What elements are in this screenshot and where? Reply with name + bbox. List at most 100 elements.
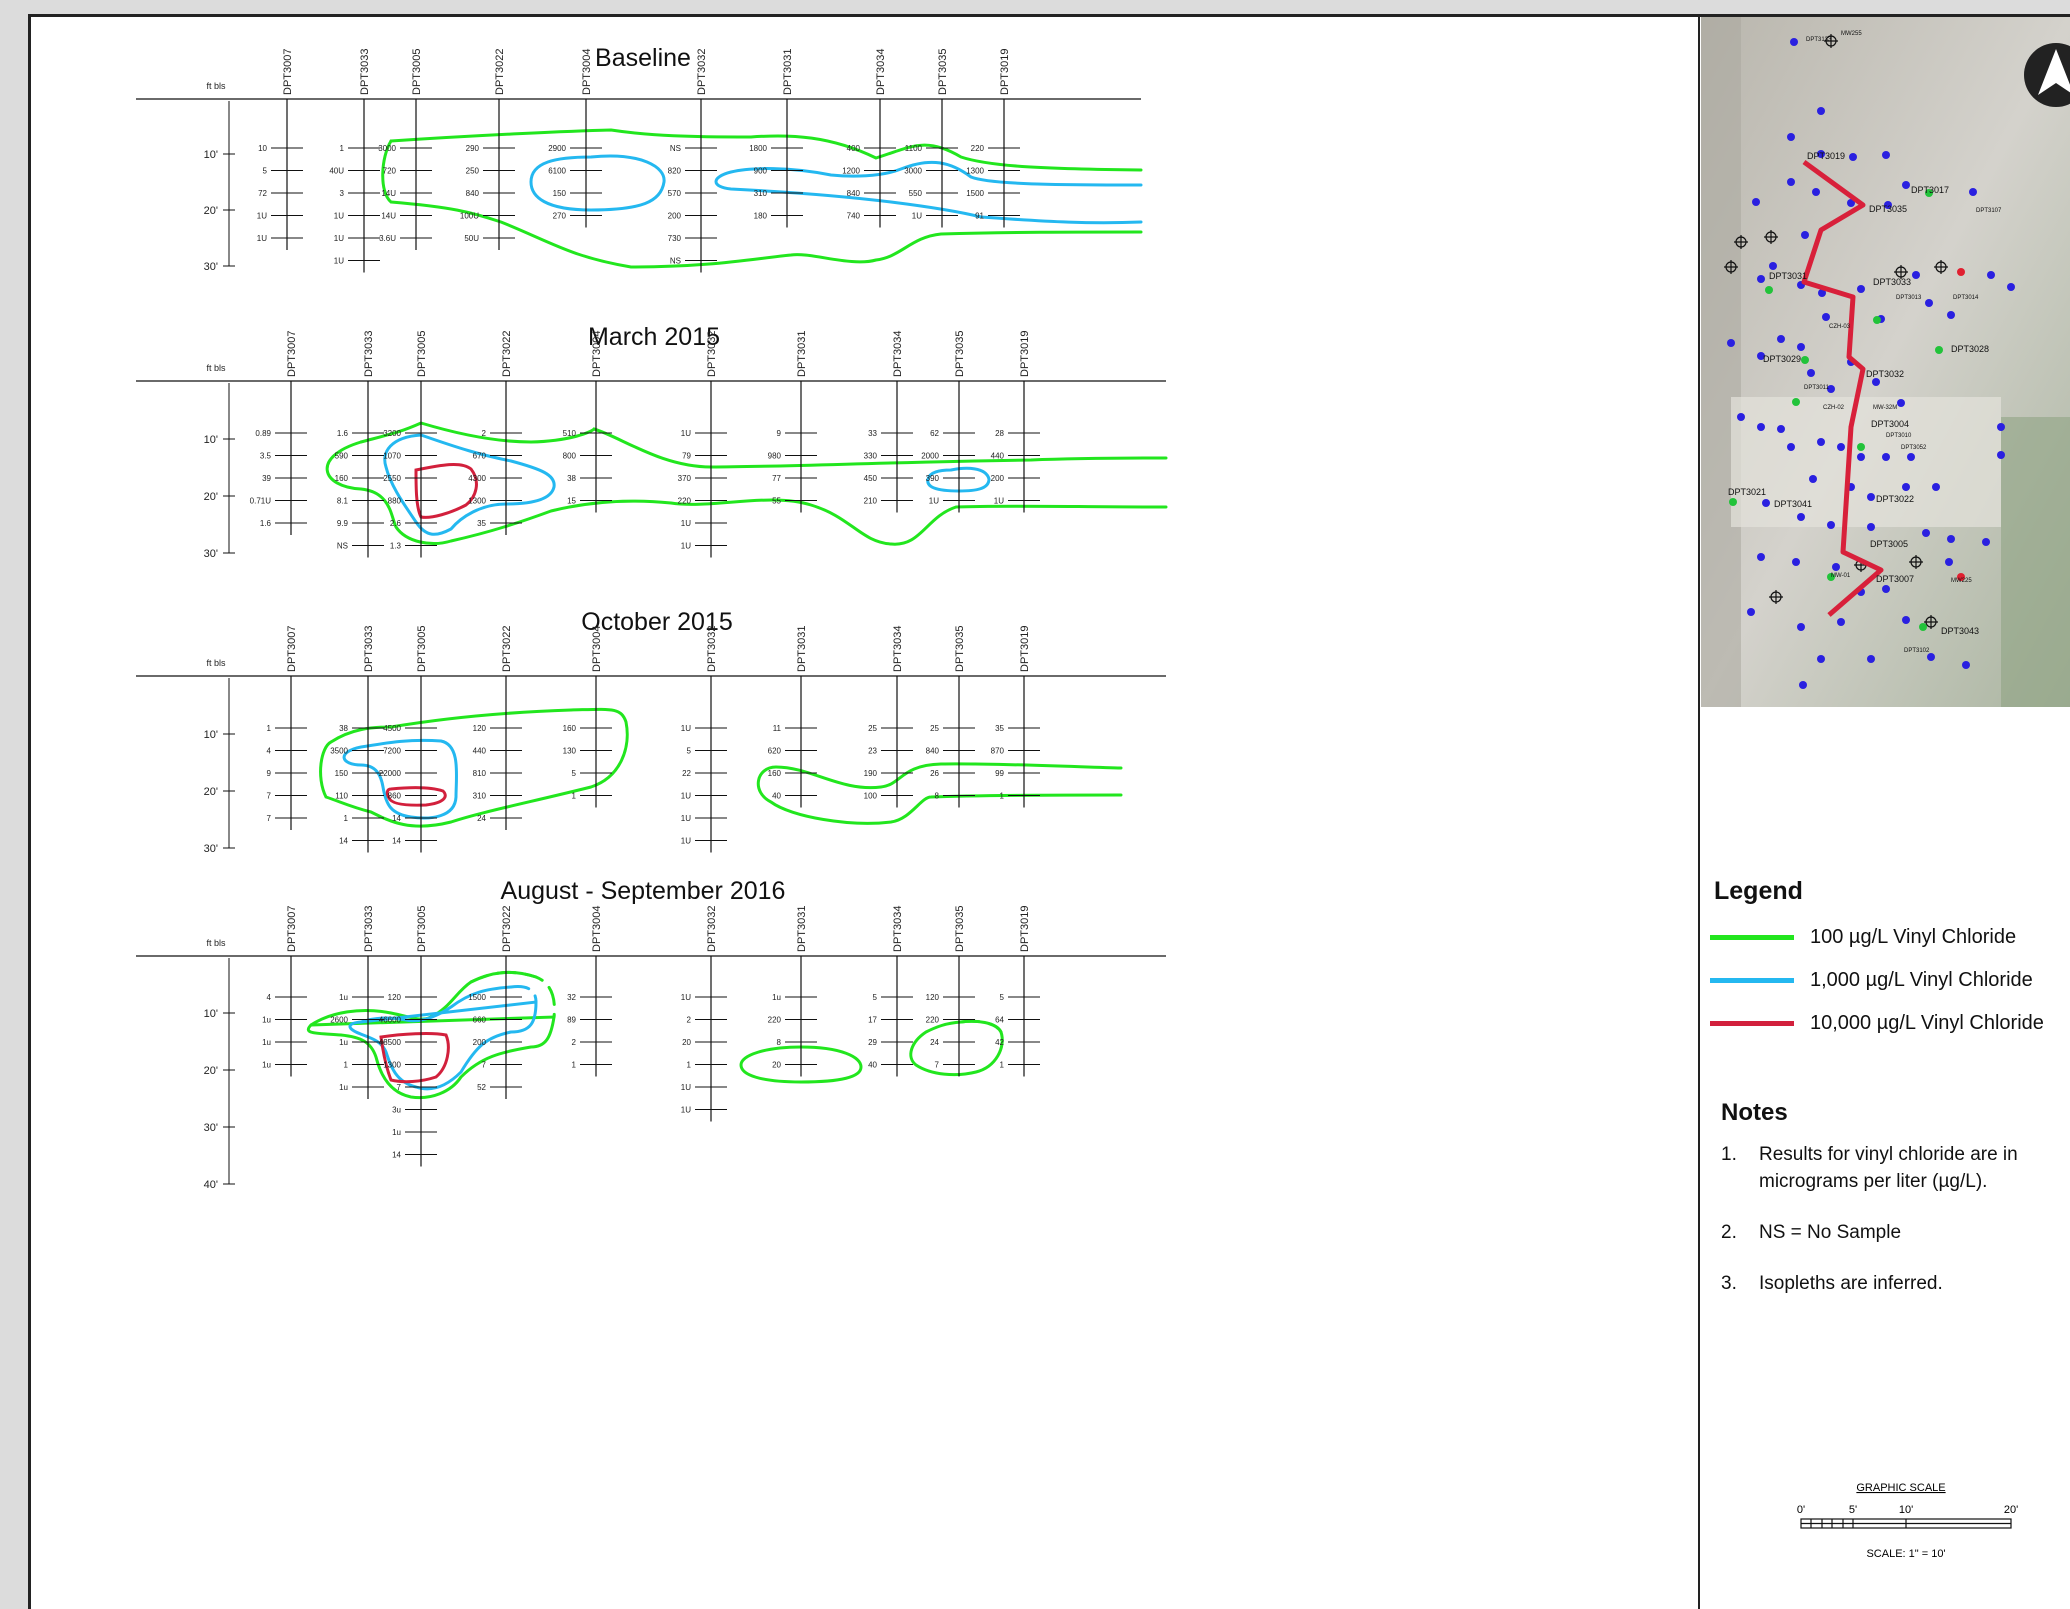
sample-value: 3u xyxy=(392,1106,401,1115)
well-dpt3019: DPT3019 28 440 200 1U xyxy=(991,331,1040,513)
sample-value: 2900 xyxy=(548,144,566,153)
legend-label: 100 µg/L Vinyl Chloride xyxy=(1810,926,2017,948)
sample-value: 14U xyxy=(381,189,396,198)
well-dpt3034: DPT3034 33 330 450 210 xyxy=(864,331,913,513)
isopleth-100 xyxy=(909,1019,1004,1077)
sample-value: 0.71U xyxy=(250,497,272,506)
note-item: 1. Results for vinyl chloride are in mic… xyxy=(1721,1141,2061,1195)
north-arrow-icon xyxy=(2024,43,2070,107)
map-well-label: DPT3032 xyxy=(1866,369,1904,379)
sample-value: 1u xyxy=(262,1038,271,1047)
boring-location-icon xyxy=(1969,188,1977,196)
legend-item-100: 100 µg/L Vinyl Chloride xyxy=(1706,916,2066,959)
sample-value: 590 xyxy=(335,452,349,461)
sample-value: 0.89 xyxy=(255,429,271,438)
map-well-label: DPT3133 xyxy=(1806,37,1832,43)
sample-value: 1U xyxy=(912,212,922,221)
sample-value: 150 xyxy=(553,189,567,198)
well-dpt3031: DPT3031 1u 220 8 20 xyxy=(768,906,817,1077)
sample-value: 1U xyxy=(334,234,344,243)
legend-item-1000: 1,000 µg/L Vinyl Chloride xyxy=(1706,959,2066,1002)
depth-tick-label: 10' xyxy=(204,729,218,741)
well-label: DPT3035 xyxy=(954,331,966,377)
well-dpt3033: DPT3033 38 3500 150 110 1 14 xyxy=(330,626,384,853)
sample-value: 20 xyxy=(682,1038,691,1047)
sample-value: 1.3 xyxy=(390,542,402,551)
well-label: DPT3034 xyxy=(892,626,904,672)
map-wells-layer: DPT3133 MW255 DPT3019 DPT3035 DPT3017 DPT3107… xyxy=(1724,31,2015,689)
boring-location-icon xyxy=(1757,275,1765,283)
panel-divider xyxy=(1698,17,1700,1609)
sample-value: 33 xyxy=(868,429,877,438)
boring-location-icon xyxy=(1752,198,1760,206)
note-text: Isopleths are inferred. xyxy=(1759,1273,1943,1294)
well-dpt3032: DPT3032 1U 79 370 220 1U 1U xyxy=(678,331,727,558)
sample-value: 740 xyxy=(847,212,861,221)
sample-value: 2550 xyxy=(383,474,401,483)
monitoring-well-icon xyxy=(1769,590,1783,604)
boring-location-icon xyxy=(1882,585,1890,593)
sample-value: 14 xyxy=(392,814,401,823)
sample-value: 2000 xyxy=(921,452,939,461)
well-label: DPT3004 xyxy=(591,331,603,377)
monitoring-well-icon xyxy=(1734,235,1748,249)
sample-value: 1 xyxy=(687,1061,692,1070)
sample-value: 150 xyxy=(335,769,349,778)
sample-value: 1U xyxy=(681,1106,691,1115)
notes-title: Notes xyxy=(1721,1099,1788,1126)
sample-value: 24 xyxy=(930,1038,939,1047)
sample-value: 1U xyxy=(994,497,1004,506)
sample-value: 1 xyxy=(1000,792,1005,801)
sample-value: 15 xyxy=(567,497,576,506)
sample-value: 1U xyxy=(681,724,691,733)
map-well-label: DPT3029 xyxy=(1763,354,1801,364)
sample-value: 1u xyxy=(772,993,781,1002)
boring-location-icon xyxy=(1902,181,1910,189)
boring-location-icon xyxy=(1827,385,1835,393)
well-dpt3007: DPT3007 10 5 72 1U 1U xyxy=(257,49,303,250)
boring-location-icon xyxy=(1729,498,1737,506)
sample-value: 130 xyxy=(563,747,577,756)
well-dpt3005: DPT3005 120 46600 48500 1300 7 3u 1u 14 xyxy=(379,906,437,1167)
sample-value: 120 xyxy=(473,724,487,733)
well-dpt3004: DPT3004 510 800 38 15 xyxy=(563,331,612,513)
depth-tick-label: 30' xyxy=(204,261,218,273)
well-dpt3019: DPT3019 35 870 99 1 xyxy=(991,626,1040,808)
sample-value: 52 xyxy=(477,1083,486,1092)
sample-value: 1U xyxy=(681,1083,691,1092)
sample-value: 670 xyxy=(473,452,487,461)
boring-location-icon xyxy=(1957,268,1965,276)
sample-value: 180 xyxy=(754,212,768,221)
sample-value: 91 xyxy=(975,212,984,221)
isopleth-100 xyxy=(319,707,629,828)
sample-value: 1U xyxy=(681,993,691,1002)
well-label: DPT3031 xyxy=(782,49,794,95)
sample-value: 400 xyxy=(847,144,861,153)
boring-location-icon xyxy=(1817,655,1825,663)
depth-tick-label: 10' xyxy=(204,434,218,446)
sample-value: 1U xyxy=(681,429,691,438)
well-label: DPT3035 xyxy=(954,906,966,952)
sample-value: 62 xyxy=(930,429,939,438)
map-well-label: DPT3011 xyxy=(1804,385,1830,391)
sample-value: 620 xyxy=(768,747,782,756)
well-label: DPT3031 xyxy=(796,331,808,377)
sample-value: 64 xyxy=(995,1016,1004,1025)
note-number: 3. xyxy=(1721,1273,1737,1294)
sample-value: 200 xyxy=(473,1038,487,1047)
boring-location-icon xyxy=(2007,283,2015,291)
depth-unit-label: ft bls xyxy=(206,81,226,91)
boring-location-icon xyxy=(1827,521,1835,529)
sample-value: 8 xyxy=(935,792,940,801)
boring-location-icon xyxy=(1882,453,1890,461)
depth-tick-label: 20' xyxy=(204,786,218,798)
boring-location-icon xyxy=(1807,369,1815,377)
sample-value: 1100 xyxy=(905,144,923,153)
sample-value: 1500 xyxy=(468,993,486,1002)
sample-value: 5 xyxy=(1000,993,1005,1002)
map-well-label: DPT3013 xyxy=(1896,295,1922,301)
sample-value: 1U xyxy=(681,814,691,823)
boring-location-icon xyxy=(1822,313,1830,321)
sample-value: 38 xyxy=(567,474,576,483)
